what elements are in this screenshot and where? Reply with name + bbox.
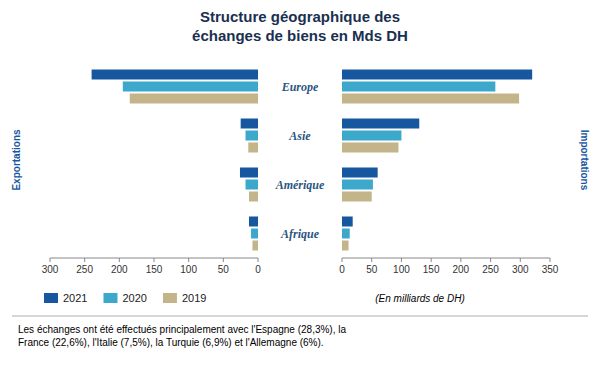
bar	[342, 119, 419, 129]
bar	[342, 217, 353, 227]
tick	[223, 258, 224, 262]
legend-swatch	[103, 293, 117, 303]
background	[0, 0, 600, 372]
tick	[431, 258, 432, 262]
tick	[84, 258, 85, 262]
legend: 2021 2020 2019	[44, 292, 206, 304]
legend-label: 2020	[122, 292, 146, 304]
category-label: Afrique	[280, 227, 320, 241]
category-label: Asie	[288, 129, 311, 143]
category-label: Amérique	[275, 178, 325, 192]
tick	[460, 258, 461, 262]
bar	[240, 168, 258, 178]
tick	[401, 258, 402, 262]
tick	[188, 258, 189, 262]
bar	[342, 192, 372, 202]
axis-label: Importations	[579, 130, 590, 191]
bar	[248, 143, 258, 153]
x-axis	[342, 258, 550, 259]
annotation: (En milliards de DH)	[375, 293, 464, 304]
tick-label: 250	[482, 264, 499, 275]
bar	[249, 192, 258, 202]
tick-label: 300	[42, 264, 59, 275]
category-label: Europe	[281, 80, 319, 94]
bar	[251, 229, 258, 239]
bar	[92, 70, 258, 80]
legend-swatch	[163, 293, 177, 303]
bar	[123, 82, 258, 92]
text-line: Les échanges ont été effectués principal…	[18, 324, 346, 335]
bar	[342, 131, 401, 141]
bar	[246, 131, 258, 141]
tick-label: 0	[339, 264, 345, 275]
tick	[490, 258, 491, 262]
bar	[246, 180, 258, 190]
bar	[241, 119, 258, 129]
tick	[371, 258, 372, 262]
tick	[342, 258, 343, 262]
footer: Les échanges ont été effectués principal…	[18, 324, 346, 348]
tick-label: 200	[111, 264, 128, 275]
bar	[342, 94, 519, 104]
bars	[342, 70, 532, 251]
tick-label: 150	[423, 264, 440, 275]
tick-label: 50	[218, 264, 230, 275]
tick	[520, 258, 521, 262]
text-line: échanges de biens en Mds DH	[192, 27, 408, 44]
title: Structure géographique des échanges de bi…	[192, 8, 408, 44]
tick	[50, 258, 51, 262]
tick	[258, 258, 259, 262]
tick-label: 150	[146, 264, 163, 275]
tick-label: 100	[180, 264, 197, 275]
tick-label: 300	[512, 264, 529, 275]
text-line: Structure géographique des	[200, 8, 400, 25]
tick	[154, 258, 155, 262]
tick-label: 250	[76, 264, 93, 275]
bar	[342, 168, 378, 178]
tick-label: 50	[366, 264, 378, 275]
bar	[342, 70, 532, 80]
text-line: France (22,6%), l'Italie (7,5%), la Turq…	[18, 337, 324, 348]
bar	[249, 217, 258, 227]
bar	[342, 82, 495, 92]
bar	[342, 241, 349, 251]
tick	[550, 258, 551, 262]
tick-label: 0	[255, 264, 261, 275]
legend-swatch	[44, 293, 58, 303]
separator	[12, 316, 588, 317]
bar	[252, 241, 258, 251]
tick-label: 350	[542, 264, 559, 275]
axis-label: Exportations	[11, 129, 22, 191]
legend-label: 2021	[63, 292, 87, 304]
bar	[342, 229, 350, 239]
chart: Structure géographique des échanges de bi…	[0, 0, 600, 372]
bar	[342, 143, 398, 153]
legend-label: 2019	[182, 292, 206, 304]
tick-label: 200	[453, 264, 470, 275]
tick-label: 100	[393, 264, 410, 275]
bars	[92, 70, 258, 251]
tick	[119, 258, 120, 262]
bar	[130, 94, 258, 104]
bar	[342, 180, 373, 190]
